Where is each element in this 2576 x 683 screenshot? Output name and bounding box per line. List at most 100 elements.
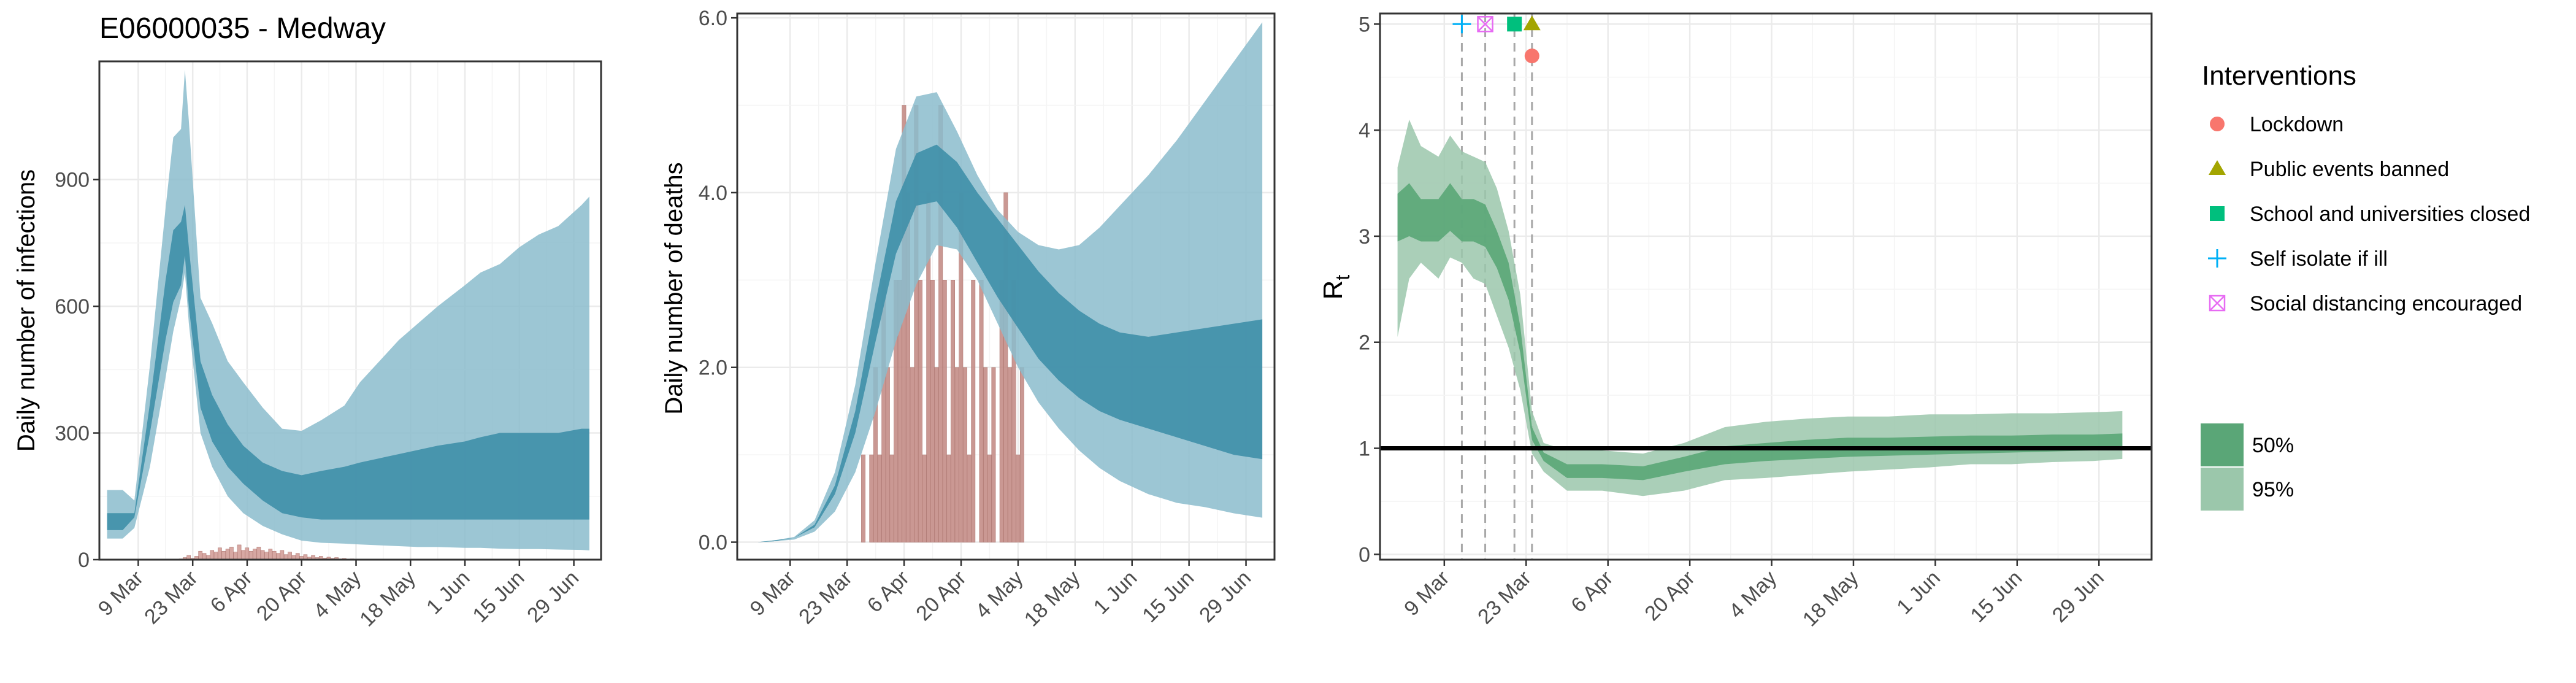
rt-y-ticks: 0 1 2 3 4 5 — [1359, 13, 1380, 566]
deaths-observed-bar — [918, 280, 922, 542]
rt-y-axis-label-main: R — [1318, 280, 1348, 300]
infections-observed-bar — [213, 552, 218, 560]
infections-y-tick-label: 0 — [78, 549, 90, 572]
infections-observed-bar — [256, 547, 261, 560]
deaths-y-tick-label: 4.0 — [699, 182, 727, 205]
deaths-band-50 — [757, 144, 1263, 542]
rt-y-axis-label: Rt — [1318, 275, 1354, 300]
deaths-x-tick-label: 9 Mar — [746, 566, 800, 620]
legend-item-label: Self isolate if ill — [2250, 247, 2388, 271]
infections-observed-bar — [248, 550, 253, 560]
rt-y-tick-label: 0 — [1359, 543, 1370, 566]
legend-item-label: Lockdown — [2250, 113, 2344, 136]
deaths-band-50-area — [757, 144, 1263, 542]
infections-observed-bar — [253, 549, 257, 560]
infections-observed-bar — [229, 547, 234, 560]
infections-x-tick-label: 15 Jun — [468, 566, 529, 627]
deaths-observed-bar — [946, 454, 951, 542]
deaths-observed-bar — [1008, 367, 1012, 542]
legend-band-swatch — [2201, 423, 2244, 466]
deaths-x-tick-label: 15 Jun — [1138, 566, 1198, 627]
rt-plot-border — [1379, 12, 2153, 561]
deaths-y-ticks: 0.0 2.0 4.0 6.0 — [699, 7, 737, 555]
deaths-observed-bar — [1003, 192, 1008, 542]
deaths-x-tick-label: 1 Jun — [1089, 566, 1142, 619]
deaths-observed-bar — [934, 367, 939, 542]
rt-y-tick-label: 2 — [1359, 331, 1370, 355]
infections-band-50-area — [107, 204, 589, 530]
legend-band-items: 50% 95% — [2201, 423, 2294, 511]
deaths-observed-bar — [922, 454, 927, 542]
legend-item-label: Social distancing encouraged — [2250, 292, 2522, 315]
deaths-observed-bar — [930, 280, 935, 542]
rt-marker-boxx-box — [1477, 16, 1493, 33]
legend-key-circle — [2210, 117, 2225, 131]
deaths-plot-border — [736, 12, 1276, 561]
rt-x-tick-label: 20 Apr — [1640, 566, 1699, 625]
legend-band-label: 50% — [2252, 434, 2294, 457]
rt-y-tick-label: 5 — [1359, 13, 1370, 36]
legend-band-swatch — [2201, 468, 2244, 511]
legend-item-label: School and universities closed — [2250, 203, 2530, 226]
infections-x-tick-label: 23 Mar — [140, 566, 202, 629]
infections-observed-bar — [295, 553, 300, 560]
deaths-observed-bar — [979, 280, 984, 542]
deaths-observed-bar — [942, 280, 947, 542]
infections-observed-bar — [260, 550, 265, 560]
rt-x-tick-label: 15 Jun — [1966, 566, 2026, 627]
deaths-observed-bar — [971, 280, 976, 542]
deaths-y-tick-label: 2.0 — [699, 357, 727, 380]
infections-observed-bar — [280, 550, 285, 560]
rt-intervention-markers — [1452, 15, 1541, 64]
legend-title: Interventions — [2202, 61, 2356, 91]
legend-band-label: 95% — [2252, 478, 2294, 501]
deaths-observed-bar — [987, 454, 992, 542]
rt-panel: 0 1 2 3 4 5 9 Mar 23 Mar 6 Apr 20 Apr 4 May 18 May… — [1318, 12, 2153, 631]
infections-observed-bar — [202, 553, 207, 560]
rt-y-axis-label-sub: t — [1332, 275, 1354, 280]
infections-observed-bar — [221, 550, 226, 560]
rt-x-tick-label: 18 May — [1798, 566, 1863, 631]
deaths-observed-bar — [1016, 454, 1021, 542]
deaths-observed-bar — [869, 454, 874, 542]
rt-y-tick-label: 4 — [1359, 119, 1370, 142]
infections-observed-bar — [210, 550, 215, 560]
infections-observed-bar — [245, 547, 250, 560]
infections-x-tick-label: 29 Jun — [523, 566, 583, 627]
rt-marker-triangle — [1523, 15, 1541, 31]
deaths-observed-bar — [991, 367, 996, 542]
deaths-x-tick-label: 23 Mar — [794, 566, 857, 629]
rt-x-tick-label: 9 Mar — [1400, 566, 1454, 620]
rt-y-tick-label: 1 — [1359, 438, 1370, 461]
rt-x-ticks: 9 Mar 23 Mar 6 Apr 20 Apr 4 May 18 May 1 Jun 15… — [1400, 560, 2109, 631]
deaths-observed-bar — [910, 367, 914, 542]
legend-key-boxx-box — [2209, 295, 2226, 312]
infections-observed-bar — [241, 550, 245, 560]
infections-plot-border — [98, 60, 602, 561]
infections-observed-bar — [237, 544, 242, 560]
deaths-x-tick-label: 6 Apr — [863, 566, 914, 617]
rt-marker-circle — [1524, 48, 1539, 64]
rt-marker-boxx-d2 — [1477, 16, 1493, 33]
deaths-observed-bar — [1019, 367, 1024, 542]
deaths-observed-bar — [861, 454, 866, 542]
infections-y-axis-label: Daily number of infections — [13, 169, 40, 452]
deaths-observed-bar — [889, 454, 894, 542]
infections-band-50 — [107, 204, 589, 530]
infections-y-ticks: 0 300 600 900 — [55, 169, 99, 572]
deaths-observed-bar — [954, 367, 959, 542]
deaths-observed-bar — [983, 367, 988, 542]
rt-band-95 — [1397, 119, 2123, 496]
infections-x-tick-label: 20 Apr — [252, 566, 311, 625]
deaths-x-tick-label: 29 Jun — [1195, 566, 1255, 627]
rt-x-tick-label: 29 Jun — [2048, 566, 2109, 627]
legend: Interventions Lockdown Public events bann… — [2201, 61, 2530, 511]
infections-observed-bar — [198, 550, 203, 560]
rt-x-tick-label: 1 Jun — [1892, 566, 1945, 619]
deaths-observed-bar — [951, 280, 956, 542]
infections-observed-bar — [268, 549, 273, 560]
deaths-x-tick-label: 4 May — [971, 566, 1027, 623]
